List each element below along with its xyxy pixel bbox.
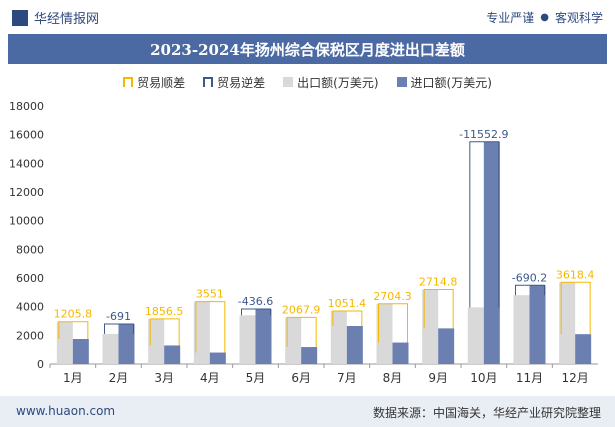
balance-data-label: -691 xyxy=(106,310,131,323)
y-tick-label: 18000 xyxy=(9,100,44,113)
x-tick-label: 6月 xyxy=(291,371,311,385)
balance-data-label: 2714.8 xyxy=(419,275,458,288)
surplus-bracket xyxy=(560,281,591,335)
import-bar xyxy=(529,285,546,364)
y-tick-label: 12000 xyxy=(9,186,44,199)
legend-export: 出口额(万美元) xyxy=(283,72,379,92)
export-bar xyxy=(422,289,439,364)
export-bar xyxy=(148,318,165,364)
surplus-bracket xyxy=(195,301,226,353)
x-tick-label: 2月 xyxy=(109,371,129,385)
import-bar xyxy=(118,323,135,364)
balance-data-label: 2067.9 xyxy=(282,303,321,316)
export-bar xyxy=(193,301,210,364)
legend-surplus: 贸易顺差 xyxy=(123,72,185,92)
import-bar xyxy=(483,141,500,364)
deficit-bracket xyxy=(241,308,271,316)
legend-surplus-swatch xyxy=(123,77,134,87)
footer-website: www.huaon.com xyxy=(16,404,116,418)
chart-title: 2023-2024年扬州综合保税区月度进出口差额 xyxy=(150,40,465,59)
export-bar xyxy=(376,303,393,364)
x-tick-label: 8月 xyxy=(383,371,403,385)
bullet-icon: ● xyxy=(540,12,549,23)
y-tick-label: 0 xyxy=(37,358,44,371)
balance-data-label: -690.2 xyxy=(512,271,547,284)
title-bar: 2023-2024年扬州综合保税区月度进出口差额 xyxy=(8,34,607,64)
chart-plot: 0 2000 4000 6000 8000 10000 12000 14000 16000 180… xyxy=(9,100,598,385)
footer-source: 数据来源：中国海关，华经产业研究院整理 xyxy=(372,406,601,420)
balance-data-label: 3618.4 xyxy=(556,268,595,281)
y-tick-label: 8000 xyxy=(16,243,44,256)
legend-export-swatch xyxy=(283,77,294,87)
surplus-bracket xyxy=(378,303,408,343)
y-tick-label: 4000 xyxy=(16,301,44,314)
balance-data-label: 3551 xyxy=(196,288,224,301)
slogan: 专业严谨 ● 客观科学 xyxy=(486,9,603,26)
slogan-left: 专业严谨 xyxy=(486,11,535,25)
y-tick-label: 10000 xyxy=(9,215,44,228)
x-tick-label: 12月 xyxy=(562,371,589,385)
surplus-bracket xyxy=(149,318,180,346)
legend-surplus-label: 贸易顺差 xyxy=(137,75,186,90)
x-tick-label: 7月 xyxy=(337,371,357,385)
surplus-bracket xyxy=(332,310,363,327)
export-bar xyxy=(513,295,530,364)
brand-logo-icon xyxy=(12,9,28,26)
deficit-bracket xyxy=(469,141,500,308)
export-bar xyxy=(102,333,119,364)
export-bar xyxy=(559,282,576,364)
slogan-right: 客观科学 xyxy=(554,11,603,25)
balance-data-label: 1856.5 xyxy=(145,305,184,318)
legend-import: 进口额(万美元) xyxy=(396,72,492,92)
legend-deficit: 贸易逆差 xyxy=(203,72,265,92)
import-bar xyxy=(301,347,318,364)
legend-export-label: 出口额(万美元) xyxy=(297,75,379,90)
top-bar: 华经情报网 专业严谨 ● 客观科学 xyxy=(0,0,615,32)
export-bar xyxy=(285,317,302,364)
brand: 华经情报网 xyxy=(12,8,99,27)
import-bar xyxy=(575,334,592,364)
import-bar xyxy=(346,326,363,364)
export-bar xyxy=(330,310,347,364)
balance-data-label: 1205.8 xyxy=(54,308,93,321)
import-bar xyxy=(392,342,409,364)
balance-data-label: 1051.4 xyxy=(328,297,367,310)
surplus-bracket xyxy=(286,316,317,348)
import-bar xyxy=(438,328,455,364)
import-bar xyxy=(164,345,181,364)
footer: www.huaon.com 数据来源：中国海关，华经产业研究院整理 xyxy=(0,396,615,427)
x-tick-label: 9月 xyxy=(428,371,448,385)
y-tick-label: 6000 xyxy=(16,272,44,285)
surplus-bracket xyxy=(58,321,89,340)
y-tick-label: 14000 xyxy=(9,157,44,170)
import-bar xyxy=(72,339,89,364)
import-bar xyxy=(209,352,226,364)
legend-deficit-label: 贸易逆差 xyxy=(217,75,266,90)
balance-data-label: -436.6 xyxy=(238,295,273,308)
x-tick-label: 4月 xyxy=(200,371,220,385)
x-tick-label: 10月 xyxy=(470,371,497,385)
legend-import-swatch xyxy=(396,77,407,87)
balance-data-label: -11552.9 xyxy=(459,128,508,141)
export-bar xyxy=(56,321,73,364)
balance-data-label: 2704.3 xyxy=(373,290,412,303)
x-tick-label: 11月 xyxy=(516,371,543,385)
y-tick-label: 2000 xyxy=(16,329,44,342)
legend-import-label: 进口额(万美元) xyxy=(410,75,492,90)
legend-deficit-swatch xyxy=(203,77,214,87)
export-bar xyxy=(239,315,256,364)
brand-name: 华经情报网 xyxy=(34,12,100,27)
export-bar xyxy=(467,307,484,364)
chart-legend: 贸易顺差 贸易逆差 出口额(万美元) 进口额(万美元) xyxy=(0,72,615,92)
x-tick-label: 3月 xyxy=(154,371,174,385)
y-tick-label: 16000 xyxy=(9,129,44,142)
deficit-bracket xyxy=(515,284,545,296)
import-bar xyxy=(255,309,272,364)
surplus-bracket xyxy=(423,288,454,329)
x-tick-label: 1月 xyxy=(63,371,83,385)
x-tick-label: 5月 xyxy=(246,371,266,385)
deficit-bracket xyxy=(104,323,134,334)
